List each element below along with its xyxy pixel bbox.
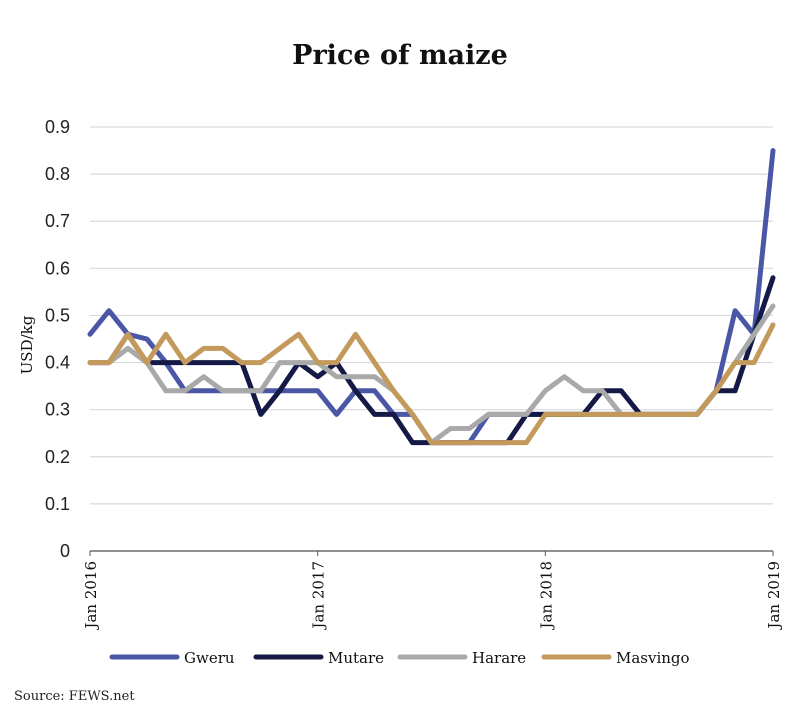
series-lines bbox=[87, 148, 776, 446]
x-tick-label: Jan 2019 bbox=[765, 561, 783, 631]
series-line-masvingo bbox=[87, 322, 776, 446]
y-tick-label: 0 bbox=[60, 541, 70, 561]
legend: Gweru Mutare Harare Masvingo bbox=[109, 649, 690, 667]
y-tick-label: 0.7 bbox=[45, 211, 70, 231]
series-line-gweru bbox=[87, 148, 776, 446]
gridlines bbox=[90, 126, 773, 552]
legend-label: Masvingo bbox=[616, 649, 690, 667]
y-axis-ticks: 0 0.1 0.2 0.3 0.4 0.5 0.6 0.7 0.8 0.9 bbox=[45, 117, 70, 561]
y-tick-label: 0.8 bbox=[45, 164, 70, 184]
y-tick-label: 0.4 bbox=[45, 353, 70, 373]
x-axis-tick-labels: Jan 2016 Jan 2017 Jan 2018 Jan 2019 bbox=[82, 561, 783, 631]
legend-label: Harare bbox=[472, 649, 526, 667]
x-axis bbox=[89, 550, 774, 556]
y-tick-label: 0.6 bbox=[45, 258, 70, 278]
series-line-harare bbox=[87, 303, 776, 446]
y-axis-label: USD/kg bbox=[18, 315, 36, 374]
series-line-mutare bbox=[87, 275, 776, 446]
legend-label: Mutare bbox=[328, 649, 384, 667]
chart-title: Price of maize bbox=[292, 40, 508, 71]
x-tick-label: Jan 2018 bbox=[537, 561, 555, 631]
y-tick-label: 0.3 bbox=[45, 400, 70, 420]
source-note: Source: FEWS.net bbox=[14, 689, 135, 704]
y-tick-label: 0.2 bbox=[45, 447, 70, 467]
y-tick-label: 0.1 bbox=[45, 494, 70, 514]
y-tick-label: 0.5 bbox=[45, 305, 70, 325]
legend-label: Gweru bbox=[184, 649, 235, 667]
y-tick-label: 0.9 bbox=[45, 117, 70, 137]
x-tick-label: Jan 2016 bbox=[82, 561, 100, 631]
x-tick-label: Jan 2017 bbox=[310, 561, 328, 631]
